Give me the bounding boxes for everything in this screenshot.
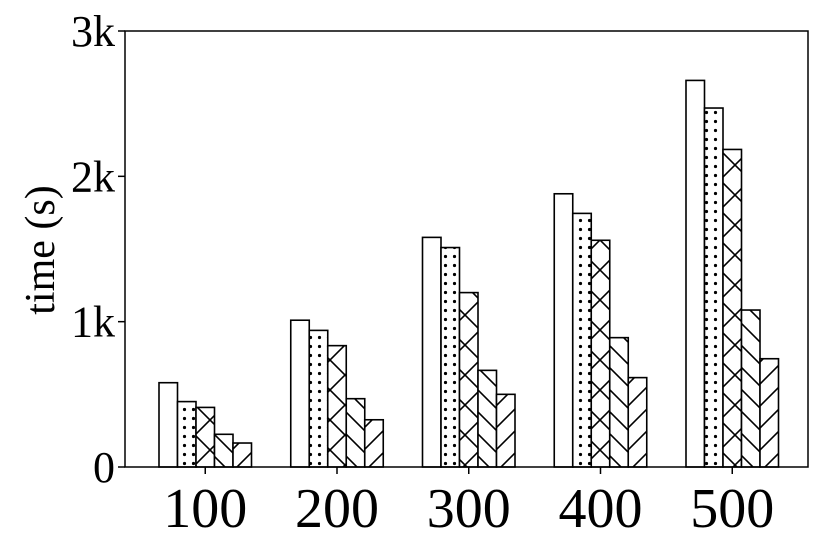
bar-100-backslash: [213, 433, 234, 468]
y-tick-label: 1k: [71, 298, 115, 347]
bar-500-dots: [703, 107, 724, 468]
plot-frame: [124, 30, 809, 468]
y-axis-title: time (s): [18, 185, 64, 314]
y-axis: 0 1k 2k 3k: [71, 7, 125, 492]
bar-300-backslash: [477, 369, 498, 468]
bar-400-dots: [571, 212, 593, 468]
bar-200-crosshatch: [326, 344, 348, 468]
bar-400-crosshatch: [590, 239, 611, 468]
bar-500-crosshatch: [722, 148, 743, 468]
bar-100-crosshatch: [195, 406, 216, 468]
x-tick-label: 300: [427, 478, 511, 540]
bar-500-slash: [759, 357, 780, 468]
bar-400-slash: [627, 376, 648, 468]
x-axis: 100 200 300 400 500: [163, 467, 774, 540]
bar-100-dots: [176, 400, 197, 468]
y-tick-label: 2k: [71, 152, 115, 201]
bar-400-none: [553, 192, 574, 468]
bar-200-slash: [363, 418, 385, 468]
bar-500-none: [685, 79, 706, 468]
y-tick-label: 0: [93, 443, 115, 492]
bar-300-crosshatch: [458, 291, 479, 468]
bar-400-backslash: [608, 336, 630, 468]
y-tick-label: 3k: [71, 7, 115, 56]
bar-300-dots: [440, 246, 461, 468]
bar-300-none: [421, 236, 442, 468]
bar-300-slash: [495, 393, 516, 468]
bar-200-dots: [308, 329, 329, 468]
bar-100-slash: [232, 442, 253, 468]
x-tick-label: 500: [690, 478, 774, 540]
x-tick-label: 400: [559, 478, 643, 540]
x-tick-label: 200: [295, 478, 379, 540]
bar-100-none: [158, 381, 179, 468]
bar-200-backslash: [345, 397, 366, 468]
bar-200-none: [289, 319, 311, 468]
bar-group: [158, 79, 780, 468]
bar-500-backslash: [740, 309, 761, 468]
x-tick-label: 100: [163, 478, 247, 540]
